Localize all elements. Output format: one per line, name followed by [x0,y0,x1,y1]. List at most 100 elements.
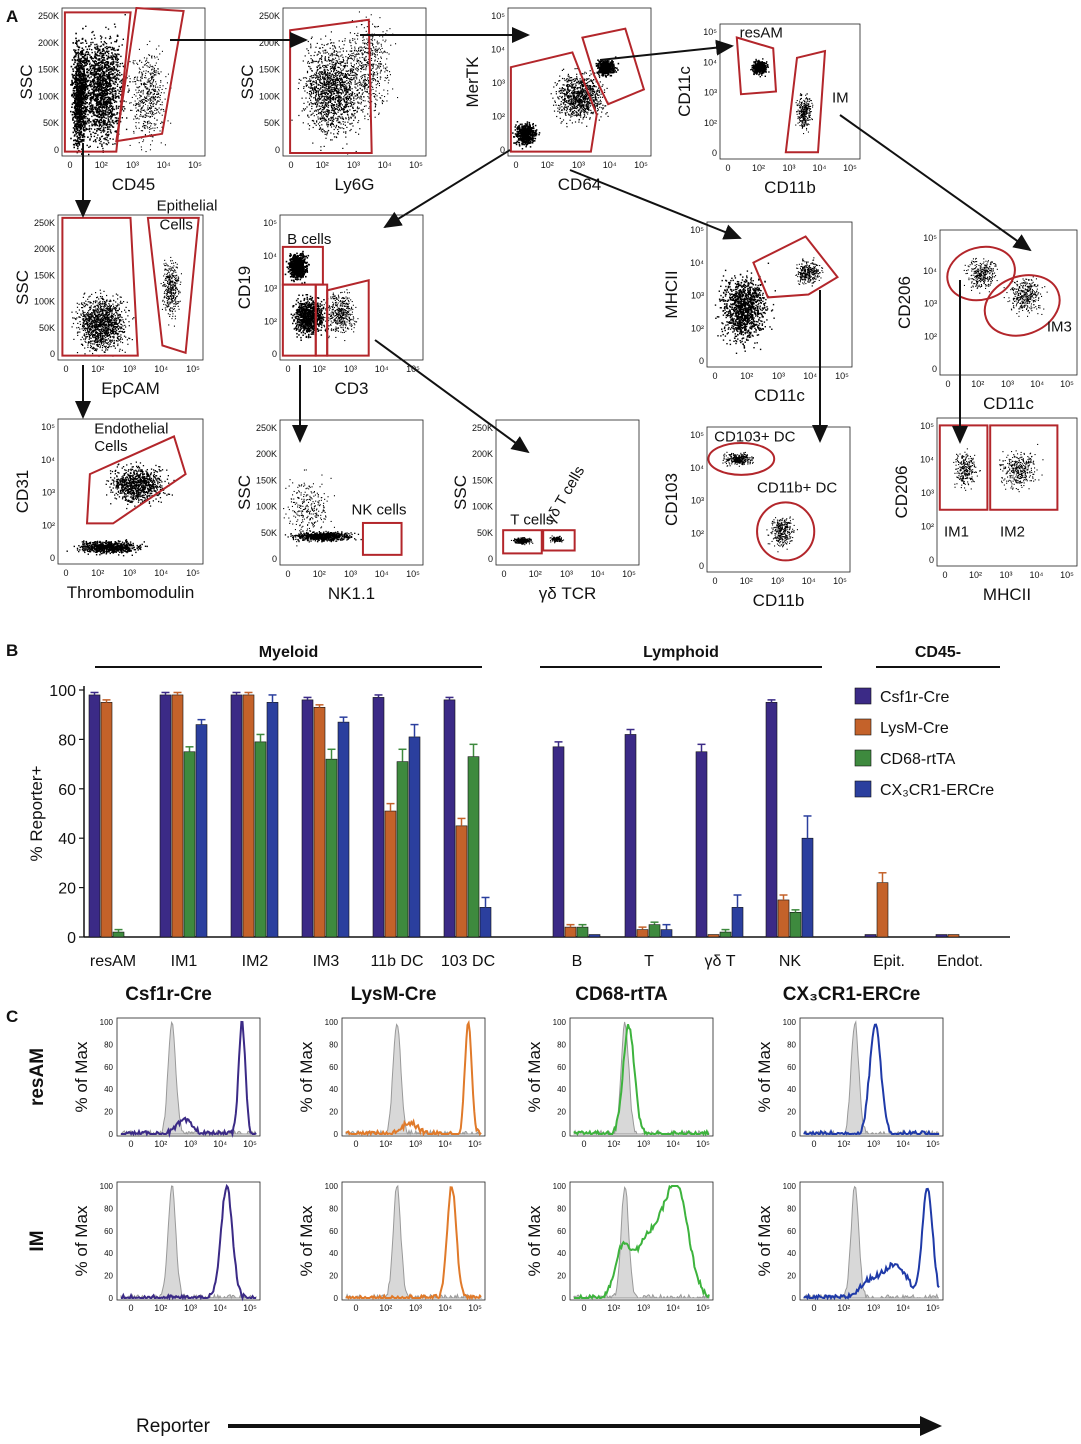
gate-label-resam: resAM [740,25,783,42]
x-tick-label: 10⁵ [406,569,420,579]
y-tick-label: 10⁵ [923,233,937,243]
gate-label-im1: IM1 [944,523,969,540]
hist-x-tick: 10³ [867,1303,880,1313]
gate-label-im3: IM3 [1047,319,1072,336]
panel-label-c: C [6,1007,18,1026]
y-tick-label: 10⁵ [703,27,717,37]
plot-frame [706,221,853,368]
hist-y-label: % of Max [72,1041,91,1112]
x-tick-label: 10² [740,371,753,381]
x-tick-label: 10⁵ [634,160,648,170]
hist-y-tick: 0 [334,1130,339,1139]
y-tick-label: 50K [264,118,280,128]
y-tick-label: 100K [259,91,280,101]
y-tick-label: 40 [58,831,76,848]
bar-1-0 [100,702,113,938]
gate-label-b-cells: B cells [287,231,331,248]
y-tick-label: 10⁵ [920,421,934,431]
y-tick-label: 100K [38,91,59,101]
y-tick-label: 200K [38,38,59,48]
x-tick-label-3: IM3 [313,953,340,970]
y-tick-label: 0 [488,554,493,564]
event-dots [283,469,362,547]
y-tick-label: 10⁵ [690,225,704,235]
gate-t-cells [502,529,543,555]
y-axis-label: CD19 [235,266,254,309]
event-dots [722,451,798,553]
x-tick-label: 10⁵ [622,569,636,579]
gate-cd11b-dc [756,501,816,562]
bar-3-4 [408,736,421,938]
y-tick-label: 10³ [924,299,937,309]
hist-x-tick: 10⁴ [438,1139,452,1149]
gating-plot-gdtcr: 250K 200K 150K 100K 50K 00 10² 10³ 10⁴ 10⁵ γδ TCR S… [451,419,640,603]
reporter-trace [121,1020,257,1138]
bar-1-9 [777,899,790,938]
x-tick-label: 10³ [123,364,136,374]
bar-3-7 [660,929,673,938]
y-axis-label: CD206 [892,466,911,519]
gating-arrow [839,114,1032,252]
reporter-trace [573,1024,709,1137]
x-tick-label: 10² [529,569,542,579]
hist-y-tick: 0 [792,1130,797,1139]
reporter-trace [345,1019,482,1137]
x-tick-label-10: Epit. [873,953,905,970]
bar-1-4 [384,810,397,938]
hist-y-label: % of Max [297,1041,316,1112]
hist-x-tick: 10⁴ [438,1303,452,1313]
bar-3-6 [588,934,601,938]
gate-t-cells-cd3 [326,279,370,357]
x-tick-label: 10³ [999,570,1012,580]
x-tick-label: 0 [712,576,717,586]
gate-label-epithelial: Epithelial [157,198,218,215]
x-tick-label: 10³ [772,371,785,381]
x-tick-label: 10² [752,163,765,173]
event-dots [510,535,565,546]
hist-y-tick: 100 [325,1182,339,1191]
hist-y-tick: 60 [329,1227,338,1236]
x-tick-label: 0 [945,379,950,389]
x-tick-label-2: IM2 [242,953,269,970]
hist-y-label: % of Max [755,1205,774,1276]
y-tick-label: 10⁵ [491,11,505,21]
y-tick-label: 10⁵ [690,430,704,440]
bar-2-0 [112,931,125,938]
gate-label-endothelial: Endothelial [94,421,168,438]
bar-0-8 [695,751,708,938]
y-tick-label: 200K [259,38,280,48]
hist-y-tick: 20 [329,1108,338,1117]
x-tick-label: 10⁴ [603,160,617,170]
x-axis-label: γδ TCR [539,584,597,603]
gating-arrow [383,149,511,229]
hist-y-tick: 60 [329,1063,338,1072]
gating-plot-cd45: 250K 200K 150K 100K 50K 00 10² 10³ 10⁴ 10⁵ CD45 SSC [17,6,206,194]
histogram-resAM-2: 100 80 60 40 20 0 0 10² 10³ 10⁴ 10⁵ % of Max [525,1017,714,1149]
x-tick-label: 10² [316,160,329,170]
x-tick-label: 10³ [782,163,795,173]
x-tick-label-7: T [644,953,654,970]
hist-y-tick: 80 [104,1040,113,1049]
hist-y-label: % of Max [525,1205,544,1276]
gate-im [784,49,827,154]
plot-frame [706,426,851,573]
hist-x-tick: 10⁴ [666,1303,680,1313]
x-tick-label: 10³ [126,160,139,170]
bar-3-1 [195,724,208,938]
histogram-IM-0: 100 80 60 40 20 0 0 10² 10³ 10⁴ 10⁵ % of Max [72,1181,261,1313]
x-tick-label-9: NK [779,953,802,970]
y-tick-label: 250K [34,218,55,228]
x-tick-label: 10⁴ [375,569,389,579]
bar-2-4 [396,761,409,938]
hist-y-tick: 20 [787,1272,796,1281]
x-tick-label: 0 [501,569,506,579]
column-title-0: Csf1r-Cre [125,984,212,1005]
y-tick-label: 10³ [264,284,277,294]
legend-label-0: Csf1r-Cre [880,689,949,706]
bar-0-0 [88,694,101,938]
y-axis-label: SSC [235,475,254,510]
gate-endothelial [85,435,187,525]
y-tick-label: 50K [477,528,493,538]
